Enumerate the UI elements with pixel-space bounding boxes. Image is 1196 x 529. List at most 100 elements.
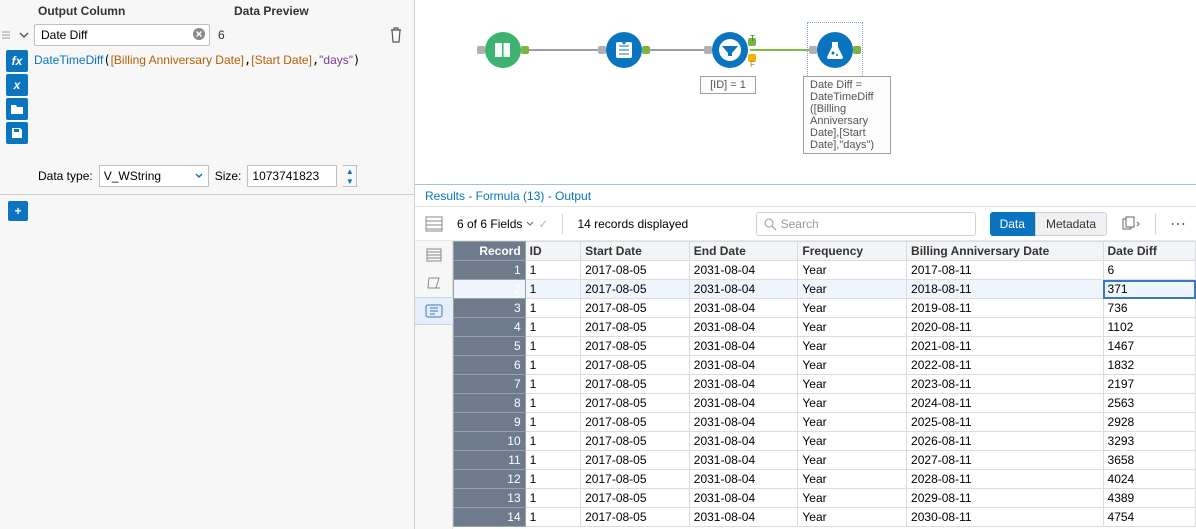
- table-cell[interactable]: Year: [798, 261, 907, 280]
- copy-menu[interactable]: [1121, 216, 1141, 232]
- tool-select[interactable]: [606, 32, 642, 68]
- fx-function-button[interactable]: fx: [6, 50, 28, 72]
- table-cell[interactable]: Year: [798, 394, 907, 413]
- row-number[interactable]: 8: [454, 394, 526, 413]
- table-cell[interactable]: 2030-08-11: [907, 508, 1103, 527]
- results-table[interactable]: RecordIDStart DateEnd DateFrequencyBilli…: [453, 241, 1196, 527]
- table-cell[interactable]: 2031-08-04: [689, 318, 798, 337]
- column-header[interactable]: Start Date: [581, 242, 690, 261]
- table-cell[interactable]: 2018-08-11: [907, 280, 1103, 299]
- table-cell[interactable]: 4754: [1103, 508, 1195, 527]
- table-cell[interactable]: 2021-08-11: [907, 337, 1103, 356]
- table-cell[interactable]: 2031-08-04: [689, 261, 798, 280]
- variable-button[interactable]: x: [6, 74, 28, 96]
- table-cell[interactable]: Year: [798, 318, 907, 337]
- table-cell[interactable]: 2031-08-04: [689, 394, 798, 413]
- table-cell[interactable]: 2563: [1103, 394, 1195, 413]
- column-header[interactable]: Record: [454, 242, 526, 261]
- table-cell[interactable]: 2017-08-05: [581, 261, 690, 280]
- table-cell[interactable]: 2019-08-11: [907, 299, 1103, 318]
- row-number[interactable]: 2: [454, 280, 526, 299]
- table-cell[interactable]: 2017-08-05: [581, 299, 690, 318]
- row-number[interactable]: 7: [454, 375, 526, 394]
- table-cell[interactable]: 2026-08-11: [907, 432, 1103, 451]
- row-number[interactable]: 5: [454, 337, 526, 356]
- table-cell[interactable]: Year: [798, 299, 907, 318]
- table-cell[interactable]: 2031-08-04: [689, 451, 798, 470]
- table-cell[interactable]: 2031-08-04: [689, 280, 798, 299]
- table-cell[interactable]: 4389: [1103, 489, 1195, 508]
- table-cell[interactable]: 1467: [1103, 337, 1195, 356]
- table-cell[interactable]: 2031-08-04: [689, 432, 798, 451]
- table-cell[interactable]: Year: [798, 375, 907, 394]
- delete-expression-button[interactable]: [384, 27, 408, 43]
- table-cell[interactable]: 2928: [1103, 413, 1195, 432]
- table-cell[interactable]: 2017-08-05: [581, 451, 690, 470]
- table-cell[interactable]: 6: [1103, 261, 1195, 280]
- table-cell[interactable]: Year: [798, 280, 907, 299]
- table-cell[interactable]: 2031-08-04: [689, 356, 798, 375]
- table-cell[interactable]: 2024-08-11: [907, 394, 1103, 413]
- size-input[interactable]: [247, 165, 337, 187]
- size-step-down[interactable]: ▼: [343, 176, 356, 186]
- table-cell[interactable]: 2017-08-05: [581, 356, 690, 375]
- table-cell[interactable]: Year: [798, 470, 907, 489]
- table-cell[interactable]: 2031-08-04: [689, 337, 798, 356]
- data-tab[interactable]: Data: [990, 212, 1035, 236]
- table-cell[interactable]: 2025-08-11: [907, 413, 1103, 432]
- table-cell[interactable]: 2022-08-11: [907, 356, 1103, 375]
- table-cell[interactable]: 2028-08-11: [907, 470, 1103, 489]
- table-cell[interactable]: 3293: [1103, 432, 1195, 451]
- gutter-icon-2[interactable]: [415, 269, 453, 297]
- table-cell[interactable]: 2017-08-05: [581, 375, 690, 394]
- metadata-tab[interactable]: Metadata: [1035, 212, 1107, 236]
- table-cell[interactable]: 2031-08-04: [689, 299, 798, 318]
- table-cell[interactable]: 1: [525, 394, 580, 413]
- table-cell[interactable]: 4024: [1103, 470, 1195, 489]
- table-cell[interactable]: 1: [525, 451, 580, 470]
- collapse-toggle[interactable]: [14, 29, 34, 41]
- table-cell[interactable]: 2031-08-04: [689, 508, 798, 527]
- gutter-icon-3[interactable]: [415, 297, 453, 325]
- column-header[interactable]: Billing Anniversary Date: [907, 242, 1103, 261]
- table-cell[interactable]: 2017-08-05: [581, 413, 690, 432]
- table-cell[interactable]: 1: [525, 413, 580, 432]
- clear-icon[interactable]: [192, 27, 206, 41]
- table-cell[interactable]: 2017-08-05: [581, 280, 690, 299]
- table-cell[interactable]: 1: [525, 375, 580, 394]
- drag-handle-icon[interactable]: [0, 29, 12, 41]
- table-cell[interactable]: Year: [798, 451, 907, 470]
- fields-dropdown[interactable]: 6 of 6 Fields ✓: [457, 217, 548, 231]
- tool-input[interactable]: [485, 32, 521, 68]
- table-cell[interactable]: 1: [525, 432, 580, 451]
- row-number[interactable]: 11: [454, 451, 526, 470]
- table-cell[interactable]: 2031-08-04: [689, 375, 798, 394]
- row-number[interactable]: 1: [454, 261, 526, 280]
- table-cell[interactable]: 2031-08-04: [689, 470, 798, 489]
- table-cell[interactable]: 2031-08-04: [689, 489, 798, 508]
- column-header[interactable]: Date Diff: [1103, 242, 1195, 261]
- table-cell[interactable]: 1: [525, 356, 580, 375]
- table-cell[interactable]: 1: [525, 337, 580, 356]
- table-cell[interactable]: 1: [525, 489, 580, 508]
- table-cell[interactable]: 2031-08-04: [689, 413, 798, 432]
- table-cell[interactable]: 1: [525, 470, 580, 489]
- table-cell[interactable]: 1: [525, 318, 580, 337]
- table-cell[interactable]: 2020-08-11: [907, 318, 1103, 337]
- column-header[interactable]: Frequency: [798, 242, 907, 261]
- table-cell[interactable]: 1: [525, 299, 580, 318]
- data-type-select[interactable]: V_WString: [99, 165, 209, 187]
- search-input[interactable]: Search: [756, 212, 976, 236]
- column-header[interactable]: ID: [525, 242, 580, 261]
- row-number[interactable]: 4: [454, 318, 526, 337]
- row-number[interactable]: 9: [454, 413, 526, 432]
- tool-filter[interactable]: [712, 32, 748, 68]
- table-cell[interactable]: 2029-08-11: [907, 489, 1103, 508]
- table-cell[interactable]: Year: [798, 432, 907, 451]
- table-cell[interactable]: 2017-08-05: [581, 508, 690, 527]
- table-cell[interactable]: Year: [798, 413, 907, 432]
- table-cell[interactable]: 736: [1103, 299, 1195, 318]
- gutter-icon-1[interactable]: [415, 241, 453, 269]
- table-cell[interactable]: 2027-08-11: [907, 451, 1103, 470]
- table-cell[interactable]: 2023-08-11: [907, 375, 1103, 394]
